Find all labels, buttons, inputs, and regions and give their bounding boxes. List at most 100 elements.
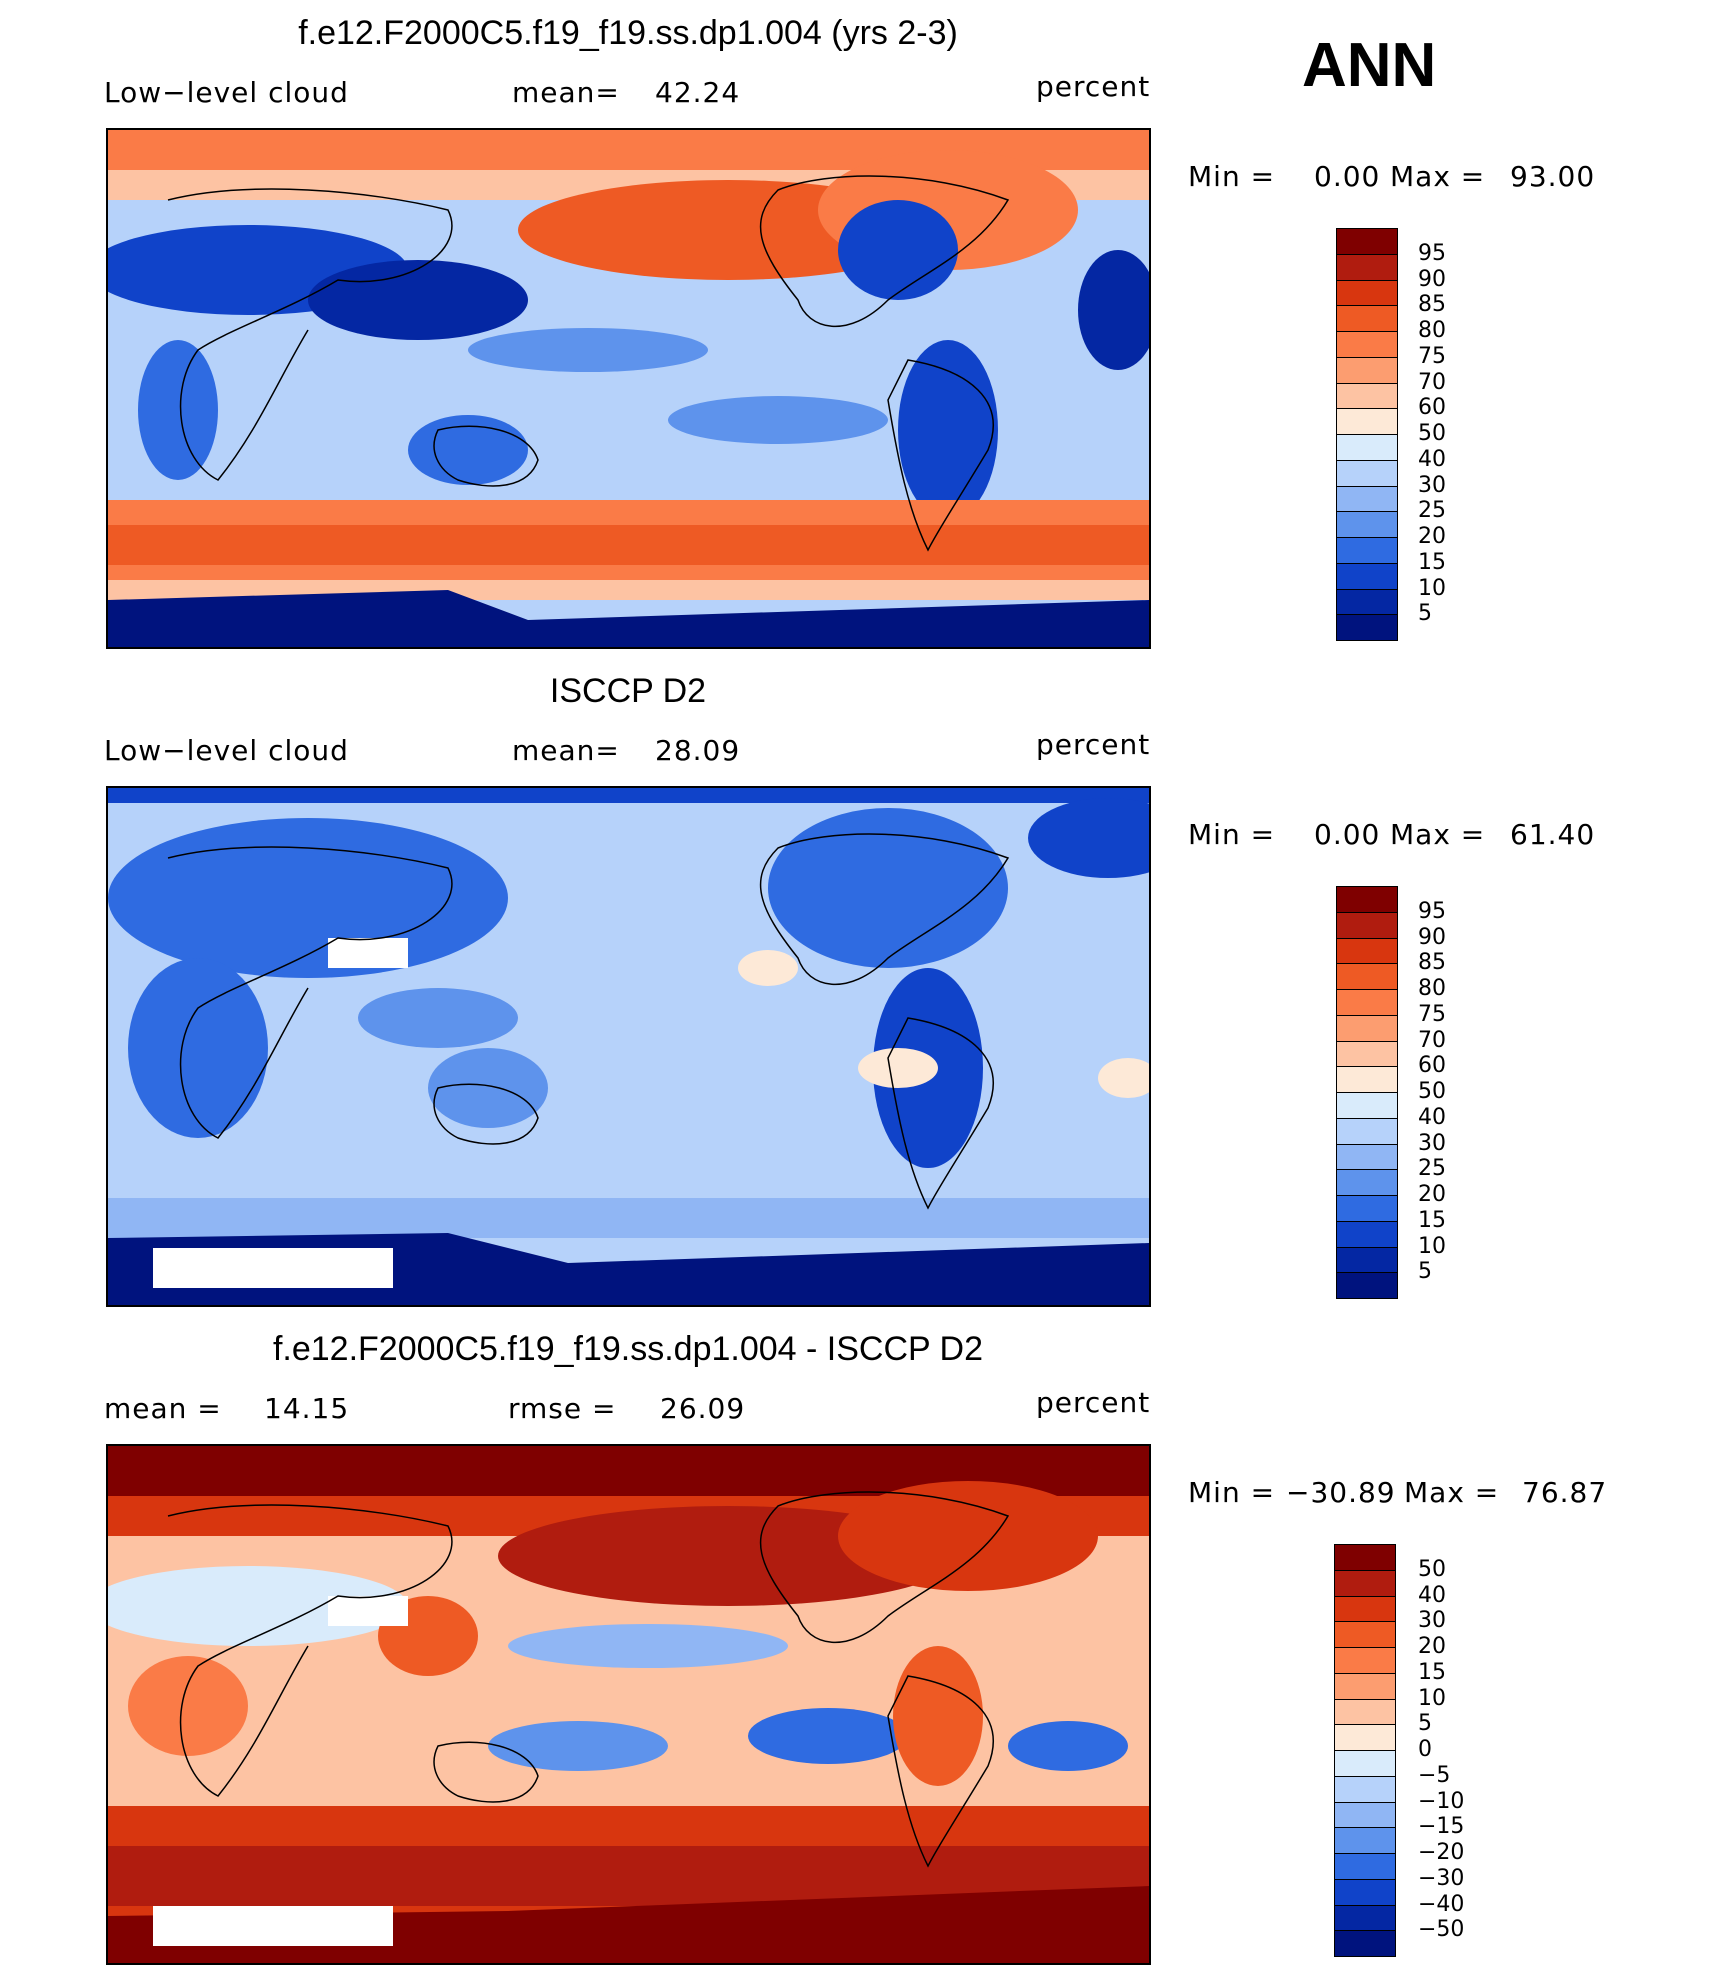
colorbar-swatch bbox=[1336, 989, 1398, 1016]
colorbar-level-label: −10 bbox=[1418, 1788, 1465, 1814]
panel1-spacific-trade bbox=[668, 396, 888, 444]
colorbar-swatch bbox=[1336, 886, 1398, 913]
panel2-greenland-low bbox=[1028, 798, 1149, 878]
colorbar-level-label: 80 bbox=[1418, 976, 1446, 1001]
colorbar-level-label: 40 bbox=[1418, 446, 1446, 472]
panel1-antarctica bbox=[108, 590, 1149, 647]
colorbar-level-label: 30 bbox=[1418, 1608, 1446, 1634]
panel2-mean-value: 28.09 bbox=[655, 734, 741, 767]
colorbar-level-label: 5 bbox=[1418, 1259, 1432, 1285]
colorbar-swatch bbox=[1334, 1647, 1396, 1674]
colorbar-level-label: 60 bbox=[1418, 395, 1446, 421]
panel2-missing-antarctica bbox=[153, 1248, 393, 1288]
colorbar-level-label: 95 bbox=[1418, 898, 1446, 924]
colorbar-level-label: −5 bbox=[1418, 1762, 1451, 1788]
panel3-min-label: Min = bbox=[1188, 1476, 1276, 1509]
colorbar-level-label: 75 bbox=[1418, 1001, 1446, 1027]
colorbar-swatch bbox=[1336, 511, 1398, 538]
panel1-southern-ocean-core bbox=[108, 525, 1149, 565]
panel3-max-value: 76.87 bbox=[1522, 1476, 1608, 1509]
panel1-australia-low bbox=[408, 415, 528, 485]
panel1-mean-value: 42.24 bbox=[655, 76, 741, 109]
panel1-units: percent bbox=[1036, 70, 1151, 103]
panel1-max-value: 93.00 bbox=[1510, 160, 1596, 193]
panel2-mean-label: mean= bbox=[512, 734, 620, 767]
colorbar-level-label: 30 bbox=[1418, 1130, 1446, 1156]
panel1-coastline-samerica bbox=[887, 359, 994, 552]
colorbar-swatch bbox=[1336, 963, 1398, 990]
colorbar-swatch bbox=[1336, 253, 1398, 281]
panel2-australia-low bbox=[428, 1048, 548, 1128]
colorbar-swatch bbox=[1336, 937, 1398, 965]
colorbar-level-label: 0 bbox=[1418, 1737, 1432, 1762]
colorbar-level-label: 40 bbox=[1418, 1104, 1446, 1130]
colorbar-swatch bbox=[1334, 1853, 1396, 1880]
colorbar-level-label: 25 bbox=[1418, 498, 1446, 524]
colorbar-swatch bbox=[1334, 1878, 1396, 1906]
colorbar-swatch bbox=[1334, 1801, 1396, 1829]
colorbar-level-label: 85 bbox=[1418, 950, 1446, 976]
panel1-map bbox=[106, 128, 1151, 649]
colorbar-level-label: 90 bbox=[1418, 266, 1446, 292]
colorbar-swatch bbox=[1336, 459, 1398, 487]
colorbar-level-label: 10 bbox=[1418, 1685, 1446, 1711]
colorbar-swatch bbox=[1334, 1775, 1396, 1803]
colorbar-level-label: 95 bbox=[1418, 240, 1446, 266]
panel3-map bbox=[106, 1444, 1151, 1965]
colorbar-swatch bbox=[1336, 228, 1398, 255]
colorbar-level-label: 15 bbox=[1418, 549, 1446, 575]
colorbar-level-label: 50 bbox=[1418, 1556, 1446, 1582]
colorbar-level-label: 80 bbox=[1418, 318, 1446, 343]
colorbar-swatch bbox=[1336, 1040, 1398, 1068]
colorbar-level-label: −30 bbox=[1418, 1865, 1465, 1891]
panel2-coastline-old-world bbox=[167, 846, 453, 1139]
panel2-npacific-peak bbox=[738, 950, 798, 986]
panel3-mean-label: mean = bbox=[104, 1392, 222, 1425]
panel2-namerica-low bbox=[768, 808, 1008, 968]
colorbar-level-label: 50 bbox=[1418, 1079, 1446, 1104]
colorbar-swatch bbox=[1336, 356, 1398, 384]
panel2-max-label: Max = bbox=[1390, 818, 1486, 851]
colorbar-level-label: 20 bbox=[1418, 1634, 1446, 1659]
panel1-coastline-old-world bbox=[167, 188, 453, 481]
panel2-coastline-australia bbox=[433, 1083, 539, 1145]
panel3-colorbar bbox=[1334, 1544, 1396, 1957]
panel3-coastline-australia bbox=[433, 1741, 539, 1803]
colorbar-swatch bbox=[1336, 562, 1398, 590]
panel1-npacific-trade bbox=[468, 328, 708, 372]
colorbar-swatch bbox=[1336, 408, 1398, 435]
colorbar-swatch bbox=[1336, 1066, 1398, 1093]
colorbar-level-label: 15 bbox=[1418, 1207, 1446, 1233]
panel1-max-label: Max = bbox=[1390, 160, 1486, 193]
panel3-max-label: Max = bbox=[1404, 1476, 1500, 1509]
panel1-variable-label: Low−level cloud bbox=[104, 76, 349, 109]
panel2-variable-label: Low−level cloud bbox=[104, 734, 349, 767]
panel2-southern-ocean-band bbox=[108, 1198, 1149, 1238]
panel3-missing-antarctica bbox=[153, 1906, 393, 1946]
panel1-min-label: Min = bbox=[1188, 160, 1276, 193]
colorbar-level-label: 75 bbox=[1418, 343, 1446, 369]
panel1-colorbar bbox=[1336, 228, 1398, 641]
colorbar-level-label: 50 bbox=[1418, 421, 1446, 446]
colorbar-swatch bbox=[1336, 1169, 1398, 1196]
panel3-missing-tibet bbox=[328, 1596, 408, 1626]
panel2-units: percent bbox=[1036, 728, 1151, 761]
colorbar-swatch bbox=[1336, 614, 1398, 641]
colorbar-level-label: 25 bbox=[1418, 1156, 1446, 1182]
panel2-maritime-low bbox=[358, 988, 518, 1048]
colorbar-level-label: −40 bbox=[1418, 1891, 1465, 1917]
colorbar-swatch bbox=[1336, 305, 1398, 332]
colorbar-swatch bbox=[1334, 1621, 1396, 1648]
panel1-tibet-low bbox=[308, 260, 528, 340]
panel3-rmse-label: rmse = bbox=[508, 1392, 617, 1425]
panel1-coastline-australia bbox=[433, 425, 539, 487]
colorbar-level-label: 90 bbox=[1418, 924, 1446, 950]
colorbar-level-label: −15 bbox=[1418, 1814, 1465, 1840]
colorbar-level-label: 70 bbox=[1418, 369, 1446, 395]
panel1-min-value: 0.00 bbox=[1314, 160, 1381, 193]
colorbar-level-label: 85 bbox=[1418, 292, 1446, 318]
colorbar-level-label: −20 bbox=[1418, 1840, 1465, 1865]
colorbar-swatch bbox=[1336, 911, 1398, 939]
colorbar-swatch bbox=[1334, 1698, 1396, 1726]
panel1-title: f.e12.F2000C5.f19_f19.ss.dp1.004 (yrs 2-… bbox=[298, 14, 958, 52]
